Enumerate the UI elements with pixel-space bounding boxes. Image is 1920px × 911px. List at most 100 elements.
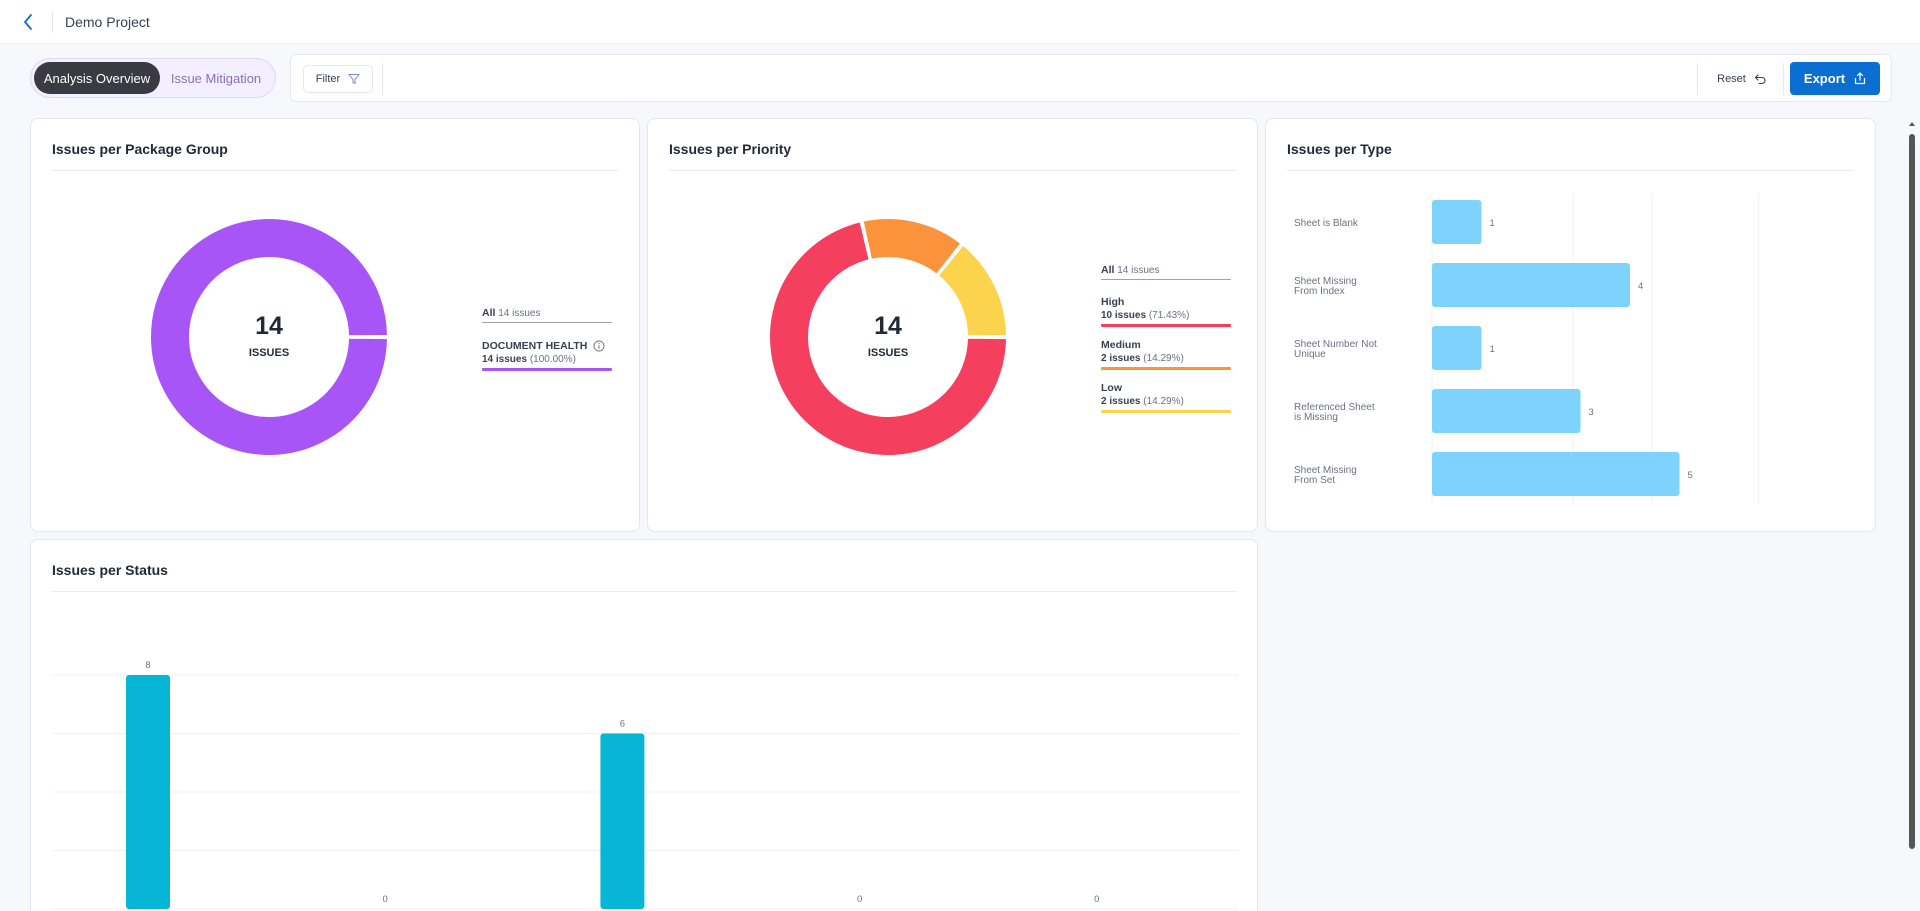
type-bar[interactable] (1432, 326, 1482, 370)
donut-total-label: ISSUES (867, 347, 909, 359)
legend-item-count: 10 issues (1101, 310, 1147, 321)
card-title: Issues per Priority (669, 141, 792, 157)
divider (52, 591, 1236, 592)
type-tick-label: Sheet is Blank (1294, 218, 1359, 229)
status-data-label: 0 (1094, 894, 1099, 905)
type-data-label: 1 (1490, 218, 1495, 229)
divider (1783, 63, 1784, 95)
status-data-label: 8 (145, 660, 150, 671)
donut-slice-medium[interactable] (861, 217, 963, 277)
export-label: Export (1803, 71, 1846, 86)
filter-label: Filter (315, 73, 341, 85)
priority-legend: All 14 issues High 10 issues (71.43%) Me… (1101, 264, 1241, 444)
legend-color-line (1101, 410, 1231, 413)
legend-item-medium[interactable]: Medium 2 issues (14.29%) (1101, 339, 1231, 370)
donut-center: 14 ISSUES (219, 312, 319, 359)
package-group-legend: All 14 issues DOCUMENT HEALTH 14 issues … (482, 307, 622, 397)
status-data-label: 0 (383, 894, 388, 905)
legend-all-count: 14 issues (498, 308, 541, 319)
legend-all[interactable]: All 14 issues (1101, 264, 1231, 280)
type-bar[interactable] (1432, 263, 1630, 307)
card-title: Issues per Type (1287, 141, 1392, 157)
divider (1697, 63, 1698, 95)
status-bar[interactable] (126, 675, 170, 909)
type-card: Issues per Type Sheet is Blank 1 Sheet Mis… (1265, 118, 1876, 532)
type-data-label: 4 (1638, 281, 1643, 292)
share-icon (1854, 72, 1866, 85)
type-tick-label: Sheet Missing From Index (1294, 276, 1357, 297)
legend-item-name: Low (1101, 382, 1122, 394)
priority-donut-chart (768, 217, 1009, 457)
top-bar: Demo Project (0, 0, 1920, 44)
legend-color-line (482, 368, 612, 371)
donut-total-label: ISSUES (248, 347, 290, 359)
donut-slice-document-health[interactable] (149, 217, 390, 457)
type-bar[interactable] (1432, 200, 1482, 244)
status-data-label: 6 (620, 719, 625, 730)
scrollbar[interactable] (1908, 120, 1916, 910)
filter-button[interactable]: Filter (303, 65, 373, 93)
divider (382, 63, 383, 95)
legend-item-name: High (1101, 296, 1125, 308)
legend-item-name: DOCUMENT HEALTH (482, 340, 588, 352)
toolbar: Analysis Overview Issue Mitigation Filte… (0, 44, 1920, 112)
info-icon[interactable] (593, 340, 605, 352)
type-data-label: 1 (1490, 344, 1495, 355)
divider (669, 170, 1236, 171)
export-button[interactable]: Export (1790, 62, 1880, 95)
legend-all[interactable]: All 14 issues (482, 307, 612, 323)
status-data-label: 0 (857, 894, 862, 905)
package-group-donut-chart (149, 217, 390, 457)
donut-total: 14 (255, 312, 283, 340)
legend-all-count: 14 issues (1117, 265, 1160, 276)
legend-item-document-health[interactable]: DOCUMENT HEALTH 14 issues (100.00%) (482, 340, 612, 371)
card-title: Issues per Status (52, 562, 168, 578)
donut-slice-low[interactable] (936, 243, 1009, 338)
tab-analysis-overview[interactable]: Analysis Overview (34, 62, 160, 94)
type-bar-chart: Sheet is Blank 1 Sheet Missing From Index 4 S… (1294, 194, 1760, 504)
project-title: Demo Project (65, 13, 150, 30)
card-title: Issues per Package Group (52, 141, 228, 157)
type-bar[interactable] (1432, 452, 1680, 496)
view-toggle: Analysis Overview Issue Mitigation (30, 58, 276, 98)
legend-item-pct: (14.29%) (1143, 396, 1184, 407)
status-card: Issues per Status 8New0Reviewed6Active0C… (30, 539, 1258, 911)
divider (482, 322, 612, 323)
divider (1101, 279, 1231, 280)
chevron-left-icon (23, 13, 32, 30)
donut-center: 14 ISSUES (838, 312, 938, 359)
type-tick-label: Sheet Number Not Unique (1294, 339, 1377, 360)
legend-item-count: 2 issues (1101, 353, 1141, 364)
legend-item-count: 2 issues (1101, 396, 1141, 407)
legend-color-line (1101, 367, 1231, 370)
divider (1287, 170, 1854, 171)
legend-all-label: All (1101, 264, 1115, 276)
status-bar-chart: 8New0Reviewed6Active0ClosedFlagged0Resol… (52, 660, 1238, 910)
type-data-label: 5 (1688, 470, 1693, 481)
scroll-thumb[interactable] (1909, 134, 1915, 849)
legend-item-pct: (71.43%) (1148, 310, 1190, 321)
funnel-icon (348, 74, 360, 84)
package-group-card: Issues per Package Group 14 ISSUES All 1… (30, 118, 640, 532)
legend-item-name: Medium (1101, 339, 1141, 351)
legend-item-pct: (14.29%) (1143, 353, 1184, 364)
legend-all-label: All (482, 307, 496, 319)
filter-bar: Filter Reset Export (290, 54, 1892, 102)
type-tick-label: Referenced Sheet is Missing (1294, 402, 1375, 423)
legend-color-line (1101, 324, 1231, 327)
reset-label: Reset (1717, 73, 1746, 85)
legend-item-count: 14 issues (482, 354, 528, 365)
legend-item-high[interactable]: High 10 issues (71.43%) (1101, 296, 1231, 327)
priority-card: Issues per Priority 14 ISSUES All 14 iss… (647, 118, 1258, 532)
donut-slice-high[interactable] (768, 220, 1009, 457)
type-bar[interactable] (1432, 389, 1581, 433)
scroll-up-icon[interactable] (1908, 120, 1916, 128)
back-button[interactable] (3, 10, 53, 33)
type-data-label: 3 (1589, 407, 1594, 418)
legend-item-low[interactable]: Low 2 issues (14.29%) (1101, 382, 1231, 413)
type-tick-label: Sheet Missing From Set (1294, 465, 1357, 486)
donut-total: 14 (874, 312, 902, 340)
status-bar[interactable] (600, 733, 645, 910)
reset-button[interactable]: Reset (1707, 65, 1777, 93)
tab-issue-mitigation[interactable]: Issue Mitigation (170, 70, 262, 86)
